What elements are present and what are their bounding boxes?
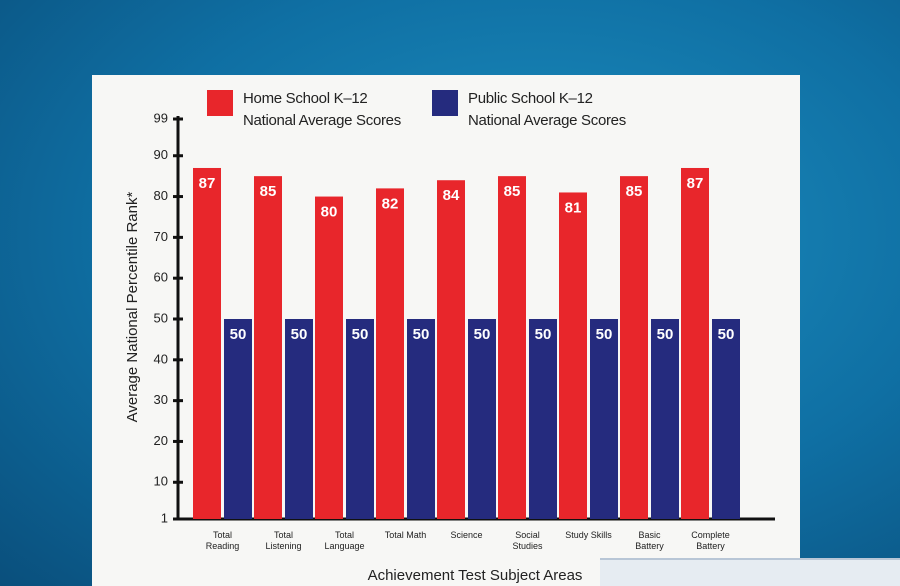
legend-swatch (432, 90, 458, 116)
value-label: 80 (321, 204, 338, 221)
x-tick-label: Total Math (384, 530, 427, 540)
legend-label: Public School K–12 National Average Scor… (468, 90, 626, 129)
bar (193, 167, 221, 519)
value-label: 85 (626, 183, 643, 200)
bar (285, 319, 313, 519)
bar (651, 319, 679, 519)
value-label: 50 (352, 326, 369, 343)
x-tick-label: Basic Battery (635, 530, 664, 551)
x-tick-label: Study Skills (565, 530, 612, 540)
y-tick-label: 10 (154, 474, 168, 489)
y-tick-label: 20 (154, 433, 168, 448)
y-tick-label: 70 (154, 229, 168, 244)
value-label: 50 (474, 326, 491, 343)
x-tick-label: Complete Battery (691, 530, 730, 551)
bar (590, 319, 618, 519)
legend-swatch (207, 90, 233, 116)
bar (224, 319, 252, 519)
bar (437, 180, 465, 519)
taskbar (600, 558, 900, 586)
y-tick-label: 99 (154, 110, 168, 125)
bar (254, 176, 282, 519)
value-label: 87 (199, 175, 216, 192)
value-label: 84 (443, 187, 460, 204)
y-tick-label: 30 (154, 392, 168, 407)
value-label: 82 (382, 195, 399, 212)
y-tick-label: 80 (154, 188, 168, 203)
y-tick-label: 1 (161, 510, 168, 525)
value-label: 85 (504, 183, 521, 200)
value-label: 50 (535, 326, 552, 343)
legend-label: Home School K–12 National Average Scores (243, 90, 401, 129)
bar (529, 319, 557, 519)
bar (376, 188, 404, 519)
bar (407, 319, 435, 519)
x-tick-label: Total Language (324, 530, 365, 551)
value-label: 87 (687, 175, 704, 192)
y-axis-title: Average National Percentile Rank* (124, 191, 141, 422)
value-label: 50 (596, 326, 613, 343)
bar (498, 176, 526, 519)
value-label: 50 (718, 326, 735, 343)
bar (620, 176, 648, 519)
value-label: 85 (260, 183, 277, 200)
y-tick-label: 90 (154, 147, 168, 162)
bar (712, 319, 740, 519)
value-label: 50 (230, 326, 247, 343)
x-tick-label: Social Studies (512, 530, 543, 551)
value-label: 50 (657, 326, 674, 343)
y-tick-label: 60 (154, 270, 168, 285)
bar (315, 196, 343, 519)
value-label: 81 (565, 199, 582, 216)
y-tick-label: 50 (154, 310, 168, 325)
bar (468, 319, 496, 519)
value-label: 50 (413, 326, 430, 343)
bar (346, 319, 374, 519)
bar (559, 192, 587, 519)
x-tick-label: Science (450, 530, 483, 540)
x-tick-label: Total Listening (265, 530, 302, 551)
bar (681, 167, 709, 519)
value-label: 50 (291, 326, 308, 343)
x-tick-label: Total Reading (205, 530, 240, 551)
x-axis-title: Achievement Test Subject Areas (368, 567, 583, 584)
y-tick-label: 40 (154, 351, 168, 366)
